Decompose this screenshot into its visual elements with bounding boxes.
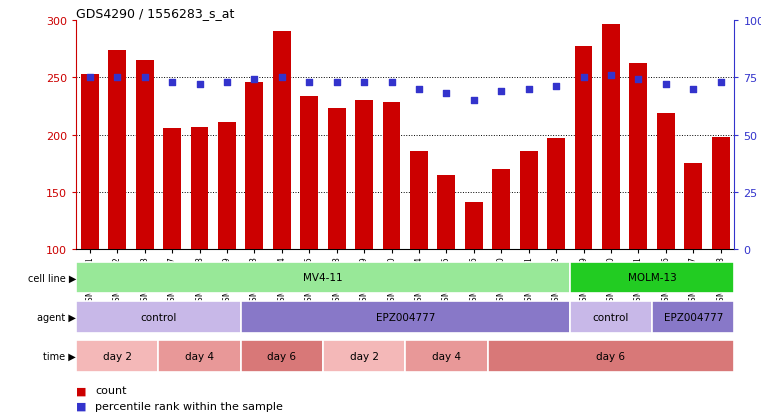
Text: EPZ004777: EPZ004777 bbox=[375, 312, 435, 322]
Bar bbox=[81, 74, 99, 365]
Text: control: control bbox=[140, 312, 177, 322]
Point bbox=[139, 75, 151, 81]
Point bbox=[441, 91, 453, 97]
Text: ■: ■ bbox=[76, 385, 87, 395]
Point bbox=[605, 72, 617, 79]
Point bbox=[550, 84, 562, 90]
Point bbox=[358, 79, 370, 86]
Bar bbox=[575, 47, 592, 365]
Bar bbox=[570, 301, 652, 333]
Bar bbox=[405, 340, 488, 372]
Bar bbox=[712, 138, 730, 365]
Point bbox=[413, 86, 425, 93]
Bar bbox=[383, 103, 400, 365]
Text: MV4-11: MV4-11 bbox=[303, 273, 342, 283]
Bar bbox=[410, 151, 428, 365]
Bar bbox=[438, 176, 455, 365]
Text: MOLM-13: MOLM-13 bbox=[628, 273, 677, 283]
Point bbox=[275, 75, 288, 81]
Point bbox=[84, 75, 96, 81]
Bar bbox=[218, 123, 236, 365]
Bar bbox=[163, 128, 181, 365]
Text: time ▶: time ▶ bbox=[43, 351, 76, 361]
Bar bbox=[465, 203, 482, 365]
Bar bbox=[657, 114, 675, 365]
Point bbox=[578, 75, 590, 81]
Bar bbox=[240, 340, 323, 372]
Point bbox=[715, 79, 727, 86]
Bar bbox=[323, 340, 405, 372]
Point bbox=[248, 77, 260, 83]
Text: day 2: day 2 bbox=[103, 351, 132, 361]
Text: day 4: day 4 bbox=[185, 351, 214, 361]
Text: EPZ004777: EPZ004777 bbox=[664, 312, 723, 322]
Bar bbox=[355, 101, 373, 365]
Point bbox=[221, 79, 233, 86]
Bar bbox=[135, 61, 154, 365]
Text: day 6: day 6 bbox=[267, 351, 296, 361]
Bar bbox=[246, 83, 263, 365]
Text: cell line ▶: cell line ▶ bbox=[27, 273, 76, 283]
Bar bbox=[547, 139, 565, 365]
Text: day 6: day 6 bbox=[597, 351, 626, 361]
Bar bbox=[158, 340, 240, 372]
Text: GDS4290 / 1556283_s_at: GDS4290 / 1556283_s_at bbox=[76, 7, 234, 19]
Bar bbox=[76, 262, 570, 294]
Bar bbox=[240, 301, 570, 333]
Point bbox=[495, 88, 508, 95]
Point bbox=[166, 79, 178, 86]
Bar bbox=[652, 301, 734, 333]
Point bbox=[193, 81, 205, 88]
Bar bbox=[108, 50, 126, 365]
Point bbox=[632, 77, 645, 83]
Bar bbox=[273, 32, 291, 365]
Point bbox=[385, 79, 397, 86]
Point bbox=[468, 97, 480, 104]
Point bbox=[523, 86, 535, 93]
Bar bbox=[570, 262, 734, 294]
Point bbox=[687, 86, 699, 93]
Bar bbox=[488, 340, 734, 372]
Text: percentile rank within the sample: percentile rank within the sample bbox=[95, 401, 283, 411]
Bar bbox=[684, 164, 702, 365]
Text: agent ▶: agent ▶ bbox=[37, 312, 76, 322]
Text: day 4: day 4 bbox=[432, 351, 461, 361]
Bar bbox=[301, 96, 318, 365]
Bar bbox=[629, 64, 648, 365]
Bar bbox=[190, 127, 209, 365]
Bar bbox=[520, 151, 537, 365]
Bar bbox=[328, 109, 345, 365]
Text: ■: ■ bbox=[76, 401, 87, 411]
Point bbox=[660, 81, 672, 88]
Bar bbox=[76, 301, 240, 333]
Text: count: count bbox=[95, 385, 126, 395]
Text: day 2: day 2 bbox=[349, 351, 378, 361]
Bar bbox=[492, 170, 510, 365]
Point bbox=[303, 79, 315, 86]
Point bbox=[111, 75, 123, 81]
Bar bbox=[76, 340, 158, 372]
Text: control: control bbox=[593, 312, 629, 322]
Bar bbox=[602, 25, 620, 365]
Point bbox=[330, 79, 342, 86]
